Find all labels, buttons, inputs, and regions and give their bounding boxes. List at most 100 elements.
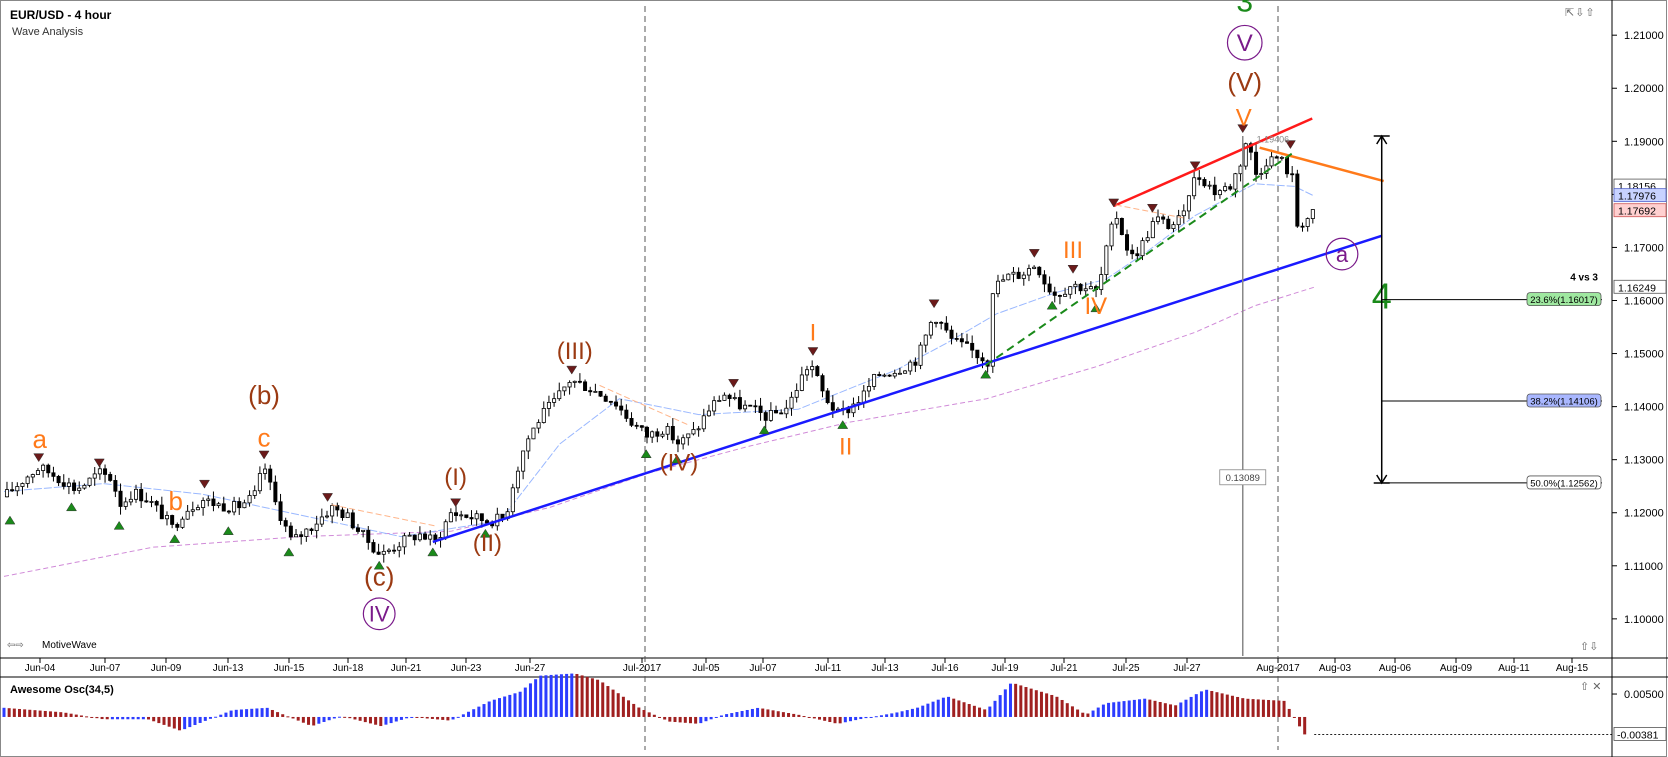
osc-bar — [1127, 700, 1131, 717]
swing-low-marker — [837, 420, 849, 429]
osc-bar — [885, 714, 889, 717]
osc-bar — [1220, 693, 1224, 717]
osc-bar — [1086, 713, 1090, 717]
osc-bar — [286, 716, 290, 718]
osc-bar — [384, 716, 388, 725]
candle-body — [20, 483, 25, 487]
osc-bar — [59, 712, 63, 717]
candle-body — [190, 509, 195, 512]
candle-body — [598, 390, 603, 397]
osc-bar — [957, 700, 961, 717]
time-tick-label: Aug-09 — [1440, 663, 1473, 674]
osc-bar — [1091, 710, 1095, 717]
osc-bar — [265, 707, 269, 717]
osc-bar — [978, 707, 982, 717]
osc-bar — [508, 694, 512, 717]
candle-body — [634, 424, 639, 427]
time-tick-label: Aug-06 — [1379, 663, 1412, 674]
candle-body — [82, 484, 87, 489]
candle-body — [830, 402, 835, 411]
candle-body — [603, 395, 608, 402]
wave-label: I — [810, 319, 817, 346]
candle-body — [423, 533, 428, 540]
osc-bar — [147, 716, 151, 720]
osc-bar — [910, 708, 914, 717]
osc-bar — [559, 674, 563, 717]
osc-bar — [1024, 687, 1028, 717]
osc-bar — [183, 716, 187, 730]
osc-bar — [523, 687, 527, 717]
price-tick-label: 1.21000 — [1624, 30, 1664, 42]
osc-bar — [838, 716, 842, 724]
orange-dashed-trendline — [599, 384, 690, 426]
osc-last-value-label: -0.00381 — [1617, 729, 1659, 741]
osc-bar — [389, 716, 393, 724]
osc-bar — [461, 714, 465, 717]
candle-body — [820, 375, 825, 392]
candle-body — [113, 480, 118, 492]
osc-bar — [208, 716, 212, 719]
candle-body — [670, 426, 675, 441]
osc-bar — [941, 697, 945, 717]
swing-low-marker — [671, 454, 683, 464]
window-controls-icon[interactable]: ⇱⇩⇧ — [1565, 7, 1596, 19]
osc-bar — [110, 716, 114, 720]
time-tick-label: Jun-07 — [90, 663, 121, 674]
osc-bar — [1303, 716, 1307, 735]
osc-bar — [43, 710, 47, 717]
candle-body — [706, 410, 711, 417]
time-tick-label: Jun-23 — [451, 663, 482, 674]
candle-body — [417, 533, 422, 541]
swing-high-marker — [1108, 198, 1120, 208]
candle-body — [459, 514, 464, 517]
fib-top-arrow — [1376, 134, 1388, 145]
red-channel-trendline — [1113, 117, 1313, 208]
osc-bar — [513, 693, 517, 717]
candle-body — [619, 405, 624, 411]
osc-bar — [430, 716, 434, 719]
ma-fast-line — [3, 183, 1315, 538]
osc-bar — [719, 715, 723, 717]
candle-body — [1130, 249, 1135, 255]
time-tick-label: Jun-15 — [274, 663, 305, 674]
candle-body — [614, 401, 619, 407]
candle-body — [1145, 237, 1150, 242]
osc-bar — [79, 715, 83, 717]
osc-bar — [1199, 691, 1203, 717]
candle-body — [195, 507, 200, 511]
osc-bar — [415, 716, 419, 718]
osc-bar — [198, 716, 202, 723]
osc-bar — [972, 705, 976, 717]
time-tick-label: Jul-07 — [749, 663, 777, 674]
candle-body — [810, 366, 815, 371]
osc-bar — [766, 709, 770, 717]
candle-body — [309, 528, 314, 532]
osc-bar — [1168, 704, 1172, 717]
candle-body — [299, 534, 304, 537]
scroll-arrows-icon[interactable]: ⇦⇨ — [7, 640, 24, 651]
candle-body — [226, 510, 231, 513]
pane-expand-icon[interactable]: ⇧⇩ — [1580, 641, 1599, 653]
candle-body — [872, 374, 877, 387]
candle-body — [1285, 156, 1290, 175]
osc-bar — [1298, 716, 1302, 727]
candle-body — [882, 374, 887, 377]
price-tick-label: 1.17000 — [1624, 242, 1664, 254]
time-tick-label: Jun-27 — [515, 663, 546, 674]
osc-last-value-box — [1613, 727, 1667, 741]
osc-bar — [745, 709, 749, 717]
candle-body — [1083, 288, 1088, 292]
candle-body — [1140, 240, 1145, 257]
candle-body — [546, 401, 551, 409]
candle-body — [892, 372, 897, 377]
osc-bar — [1008, 683, 1012, 717]
osc-bar — [1277, 700, 1281, 717]
candle-body — [159, 504, 164, 520]
pane-close-icon[interactable]: ⇧ ✕ — [1580, 681, 1602, 693]
osc-bar — [446, 716, 450, 721]
price-label: 1.17976 — [1618, 191, 1656, 203]
osc-bar — [869, 716, 873, 718]
osc-bar — [652, 714, 656, 717]
osc-bar — [1189, 696, 1193, 717]
